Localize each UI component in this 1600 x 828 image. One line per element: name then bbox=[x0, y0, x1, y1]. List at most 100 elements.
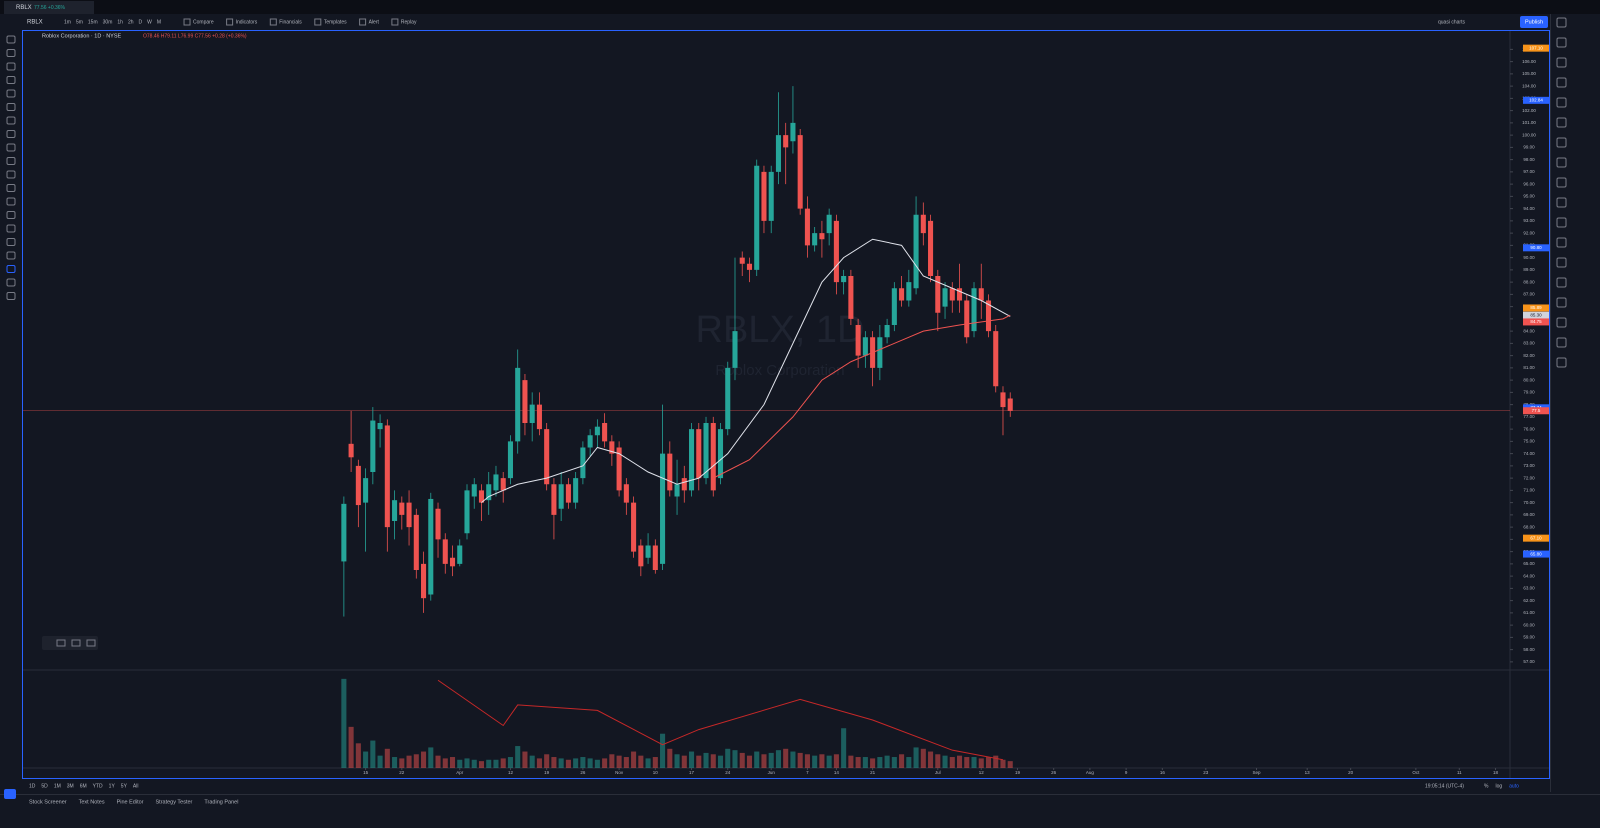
tool-icon[interactable] bbox=[6, 197, 16, 206]
range-button[interactable]: 5Y bbox=[121, 783, 128, 789]
sidebar-icon[interactable] bbox=[1556, 37, 1567, 48]
tool-icon[interactable] bbox=[6, 157, 16, 165]
y-tick-label: 64.00 bbox=[1523, 573, 1535, 578]
tool-icon[interactable] bbox=[6, 76, 16, 84]
interval-button[interactable]: 5m bbox=[76, 19, 83, 25]
tool-icon[interactable] bbox=[6, 116, 16, 125]
toolbar-button[interactable]: Financials bbox=[279, 19, 302, 25]
interval-button[interactable]: 1m bbox=[64, 19, 71, 25]
x-tick-label: Oct bbox=[1412, 770, 1420, 775]
scale-option[interactable]: auto bbox=[1509, 783, 1519, 789]
x-tick-label: 9 bbox=[1125, 770, 1128, 775]
tool-icon[interactable] bbox=[6, 62, 16, 71]
volume-bar bbox=[739, 752, 745, 768]
sidebar-icon[interactable] bbox=[1556, 217, 1567, 228]
toolbar-button[interactable]: Templates bbox=[324, 19, 347, 25]
sidebar-icon[interactable] bbox=[1556, 137, 1567, 148]
sidebar-icon[interactable] bbox=[1556, 277, 1567, 288]
tool-icon[interactable] bbox=[6, 35, 16, 44]
tool-icon[interactable] bbox=[6, 89, 16, 98]
layout-name[interactable]: quasi charts bbox=[1438, 19, 1465, 25]
hide-panel-button[interactable] bbox=[4, 789, 16, 799]
toolbar-button[interactable]: Replay bbox=[401, 19, 417, 25]
sidebar-icon[interactable] bbox=[1556, 17, 1567, 28]
range-button[interactable]: All bbox=[133, 783, 139, 789]
volume-bar bbox=[833, 754, 839, 768]
publish-button[interactable] bbox=[1520, 16, 1548, 28]
candle-body bbox=[754, 165, 760, 270]
sidebar-icon[interactable] bbox=[1556, 317, 1567, 328]
volume-bar bbox=[826, 755, 832, 768]
candle-body bbox=[449, 557, 456, 567]
toolbar-button[interactable]: Alert bbox=[369, 19, 380, 25]
volume-bar bbox=[616, 755, 622, 768]
drawing-tool[interactable] bbox=[56, 639, 66, 647]
tool-icon[interactable] bbox=[6, 251, 16, 260]
range-button[interactable]: 5D bbox=[41, 783, 48, 789]
sidebar-icon[interactable] bbox=[1556, 77, 1567, 88]
interval-button[interactable]: 15m bbox=[88, 19, 98, 25]
range-button[interactable]: 6M bbox=[80, 783, 87, 789]
tool-icon[interactable] bbox=[6, 103, 16, 111]
interval-button[interactable]: D bbox=[139, 19, 143, 25]
interval-button[interactable]: M bbox=[157, 19, 161, 25]
sidebar-icon[interactable] bbox=[1556, 337, 1567, 348]
candle-body bbox=[710, 423, 716, 491]
tool-icon[interactable] bbox=[6, 265, 16, 273]
tab[interactable] bbox=[4, 1, 94, 14]
volume-bar bbox=[515, 746, 521, 768]
interval-button[interactable]: 30m bbox=[103, 19, 113, 25]
range-button[interactable]: 1D bbox=[29, 783, 36, 789]
sidebar-icon[interactable] bbox=[1556, 297, 1567, 308]
tool-icon[interactable] bbox=[6, 184, 16, 192]
tool-icon[interactable] bbox=[6, 224, 16, 233]
scale-option[interactable]: % bbox=[1484, 783, 1489, 789]
candle-body bbox=[384, 425, 390, 528]
range-button[interactable]: YTD bbox=[93, 783, 103, 789]
sidebar-icon[interactable] bbox=[1556, 237, 1567, 248]
volume-bar bbox=[399, 758, 405, 768]
bottom-tab[interactable]: Strategy Tester bbox=[156, 799, 193, 805]
scale-option[interactable]: log bbox=[1495, 783, 1502, 789]
toolbar-button[interactable]: Indicators bbox=[236, 19, 258, 25]
symbol-search[interactable]: RBLX bbox=[27, 20, 43, 26]
tool-icon[interactable] bbox=[6, 238, 16, 246]
tool-icon[interactable] bbox=[6, 211, 16, 219]
sidebar-icon[interactable] bbox=[1556, 97, 1567, 108]
sidebar-icon[interactable] bbox=[1556, 117, 1567, 128]
bottom-tab[interactable]: Stock Screener bbox=[29, 799, 67, 805]
drawing-tool[interactable] bbox=[86, 639, 96, 647]
tool-icon[interactable] bbox=[6, 49, 16, 57]
interval-button[interactable]: 2h bbox=[128, 19, 134, 25]
sidebar-icon[interactable] bbox=[1556, 257, 1567, 268]
sidebar-icon[interactable] bbox=[1556, 357, 1567, 368]
tool-icon[interactable] bbox=[6, 278, 16, 287]
sidebar-icon[interactable] bbox=[1556, 57, 1567, 68]
candle-body bbox=[558, 484, 564, 509]
sidebar-icon[interactable] bbox=[1556, 177, 1567, 188]
sidebar-icon[interactable] bbox=[1556, 157, 1567, 168]
volume-average bbox=[437, 679, 1004, 761]
x-tick-label: 17 bbox=[689, 770, 695, 775]
tool-icon[interactable] bbox=[6, 292, 16, 300]
tool-icon[interactable] bbox=[6, 130, 16, 138]
candle-body bbox=[942, 288, 948, 307]
toolbar-button[interactable]: Compare bbox=[193, 19, 214, 25]
range-button[interactable]: 3M bbox=[67, 783, 74, 789]
tool-icon[interactable] bbox=[6, 170, 16, 179]
interval-button[interactable]: 1h bbox=[117, 19, 123, 25]
range-button[interactable]: 1M bbox=[54, 783, 61, 789]
interval-button[interactable]: W bbox=[147, 19, 152, 25]
volume-bar bbox=[812, 755, 818, 768]
tool-icon[interactable] bbox=[6, 143, 16, 152]
range-button[interactable]: 1Y bbox=[109, 783, 116, 789]
sidebar-icon[interactable] bbox=[1556, 197, 1567, 208]
bottom-tab[interactable]: Trading Panel bbox=[204, 799, 238, 805]
bottom-tab[interactable]: Text Notes bbox=[79, 799, 105, 805]
bottom-tab[interactable]: Pine Editor bbox=[117, 799, 144, 805]
volume-bar bbox=[688, 751, 695, 768]
y-tick-label: 92.00 bbox=[1523, 230, 1535, 235]
drawing-toolbar[interactable] bbox=[42, 636, 98, 650]
drawing-tool[interactable] bbox=[71, 639, 81, 647]
